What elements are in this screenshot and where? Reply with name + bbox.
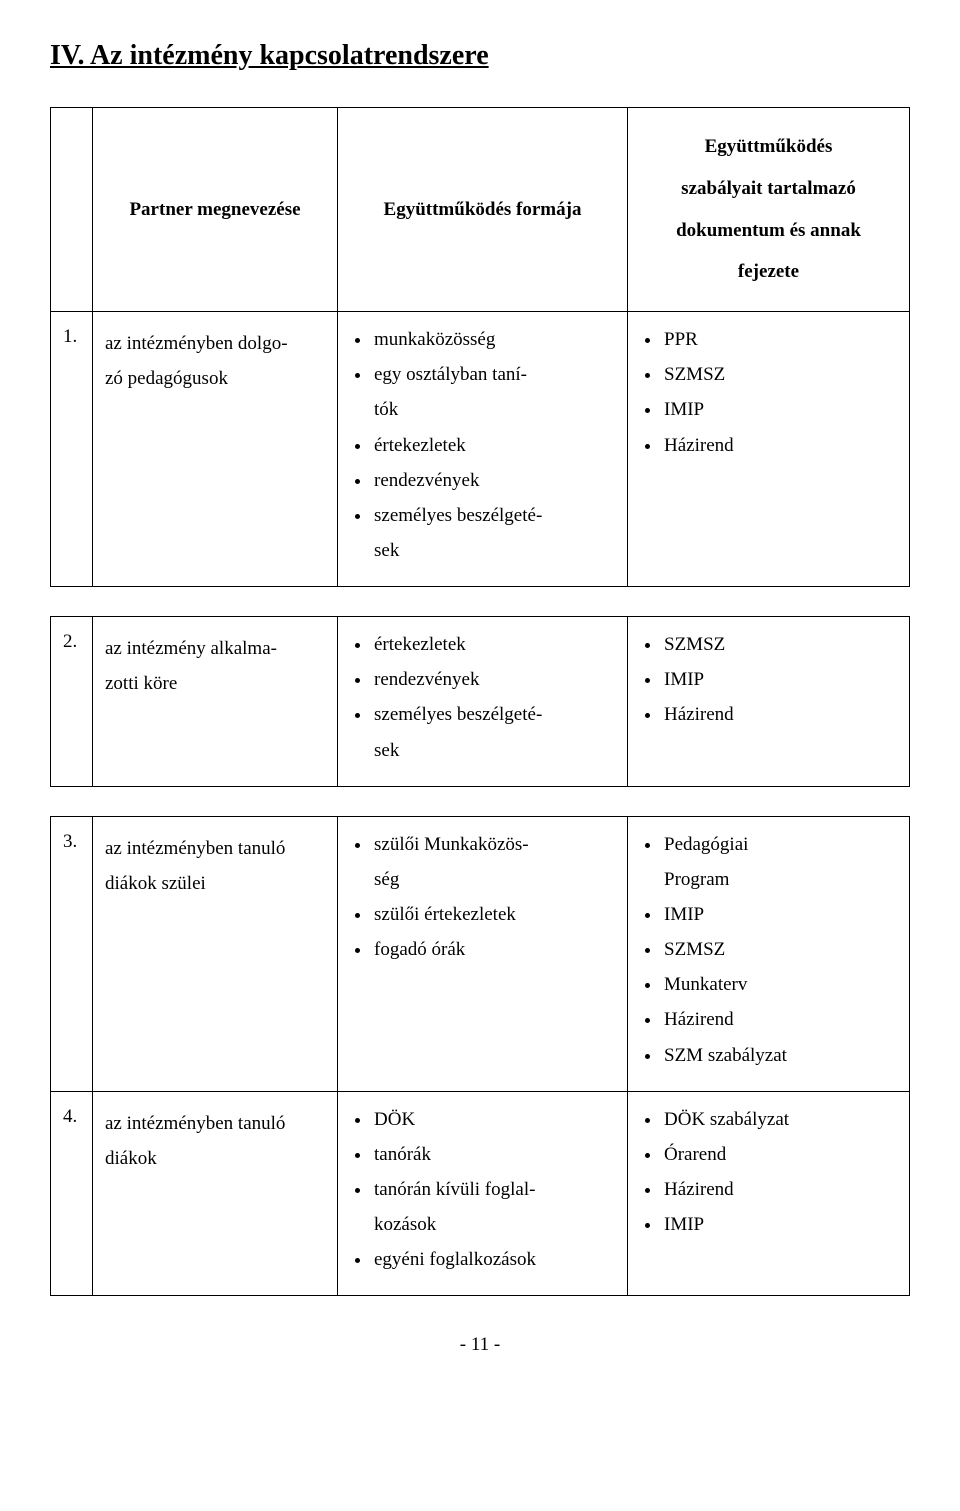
forms-cell: DÖKtanóráktanórán kívüli foglal-kozásoke…	[338, 1091, 628, 1296]
list-item: Házirend	[662, 428, 897, 463]
list-item: egy osztályban taní-tók	[372, 357, 615, 427]
relations-table: Partner megnevezéseEgyüttműködés formája…	[50, 107, 910, 1296]
table-header-row: Partner megnevezéseEgyüttműködés formája…	[51, 108, 910, 312]
header-cell-form: Együttműködés formája	[338, 108, 628, 312]
spacer-row	[51, 587, 910, 617]
partner-line: diákok szülei	[105, 873, 206, 894]
list-item: IMIP	[662, 392, 897, 427]
header-cell-partner: Partner megnevezése	[93, 108, 338, 312]
list-item: szülői Munkaközös-ség	[372, 827, 615, 897]
list-item: IMIP	[662, 1207, 897, 1242]
list-item: Munkaterv	[662, 967, 897, 1002]
spacer-row	[51, 786, 910, 816]
bullet-list: szülői Munkaközös-ségszülői értekezletek…	[350, 827, 615, 968]
row-number: 2.	[51, 617, 93, 787]
list-item: DÖK	[372, 1102, 615, 1137]
bullet-list: DÖK szabályzatÓrarendHázirendIMIP	[640, 1102, 897, 1243]
section-heading: IV. Az intézmény kapcsolatrendszere	[50, 40, 910, 72]
bullet-list: értekezletekrendezvényekszemélyes beszél…	[350, 627, 615, 768]
row-number: 1.	[51, 312, 93, 587]
partner-line: az intézmény alkalma-	[105, 638, 277, 659]
list-item: személyes beszélgeté-sek	[372, 498, 615, 568]
forms-cell: munkaközösségegy osztályban taní-tókérte…	[338, 312, 628, 587]
table-row: 2.az intézmény alkalma-zotti köreértekez…	[51, 617, 910, 787]
table-row: 3. az intézményben tanuló diákok szülei szü…	[51, 816, 910, 1091]
partner-line: az intézményben dolgo-	[105, 333, 288, 354]
bullet-list: SZMSZIMIPHázirend	[640, 627, 897, 732]
partner-cell: az intézményben tanuló diákok szülei	[93, 816, 338, 1091]
list-item: IMIP	[662, 662, 897, 697]
list-item-continuation: kozások	[374, 1214, 436, 1235]
header-doc-line2: szabályait tartalmazó	[681, 178, 856, 199]
table-row: 4. az intézményben tanuló diákok DÖKtanórák…	[51, 1091, 910, 1296]
bullet-list: PedagógiaiProgramIMIPSZMSZMunkatervHázir…	[640, 827, 897, 1073]
table-row: 1.az intézményben dolgo-zó pedagógusokmu…	[51, 312, 910, 587]
list-item: tanórán kívüli foglal-kozások	[372, 1172, 615, 1242]
list-item: személyes beszélgeté-sek	[372, 697, 615, 767]
list-item: SZMSZ	[662, 932, 897, 967]
docs-cell: SZMSZIMIPHázirend	[628, 617, 910, 787]
list-item-continuation: tók	[374, 399, 398, 420]
list-item: PedagógiaiProgram	[662, 827, 897, 897]
list-item: SZM szabályzat	[662, 1038, 897, 1073]
list-item: SZMSZ	[662, 627, 897, 662]
row-number: 3.	[51, 816, 93, 1091]
list-item: szülői értekezletek	[372, 897, 615, 932]
partner-cell: az intézmény alkalma-zotti köre	[93, 617, 338, 787]
list-item: SZMSZ	[662, 357, 897, 392]
list-item: Házirend	[662, 1002, 897, 1037]
list-item-continuation: sek	[374, 740, 399, 761]
forms-cell: értekezletekrendezvényekszemélyes beszél…	[338, 617, 628, 787]
header-cell-doc: Együttműködés szabályait tartalmazó dokume…	[628, 108, 910, 312]
list-item: rendezvények	[372, 662, 615, 697]
list-item: értekezletek	[372, 627, 615, 662]
list-item: rendezvények	[372, 463, 615, 498]
docs-cell: DÖK szabályzatÓrarendHázirendIMIP	[628, 1091, 910, 1296]
header-doc-line4: fejezete	[738, 261, 799, 282]
partner-cell: az intézményben tanuló diákok	[93, 1091, 338, 1296]
bullet-list: DÖKtanóráktanórán kívüli foglal-kozásoke…	[350, 1102, 615, 1278]
partner-cell: az intézményben dolgo-zó pedagógusok	[93, 312, 338, 587]
header-doc-line1: Együttműködés	[705, 136, 833, 157]
list-item: egyéni foglalkozások	[372, 1242, 615, 1277]
forms-cell: szülői Munkaközös-ségszülői értekezletek…	[338, 816, 628, 1091]
list-item: PPR	[662, 322, 897, 357]
header-doc-line3: dokumentum és annak	[676, 220, 861, 241]
docs-cell: PedagógiaiProgramIMIPSZMSZMunkatervHázir…	[628, 816, 910, 1091]
list-item: értekezletek	[372, 428, 615, 463]
partner-line: diákok	[105, 1148, 157, 1169]
list-item: IMIP	[662, 897, 897, 932]
row-number: 4.	[51, 1091, 93, 1296]
list-item-continuation: ség	[374, 869, 399, 890]
docs-cell: PPRSZMSZIMIPHázirend	[628, 312, 910, 587]
list-item: tanórák	[372, 1137, 615, 1172]
partner-line: az intézményben tanuló	[105, 1113, 285, 1134]
list-item-continuation: Program	[664, 869, 729, 890]
list-item: Órarend	[662, 1137, 897, 1172]
page-number: - 11 -	[50, 1334, 910, 1356]
list-item: Házirend	[662, 697, 897, 732]
bullet-list: munkaközösségegy osztályban taní-tókérte…	[350, 322, 615, 568]
partner-line: zotti köre	[105, 673, 177, 694]
list-item-continuation: sek	[374, 540, 399, 561]
header-cell-num	[51, 108, 93, 312]
list-item: Házirend	[662, 1172, 897, 1207]
list-item: fogadó órák	[372, 932, 615, 967]
partner-line: az intézményben tanuló	[105, 838, 285, 859]
partner-line: zó pedagógusok	[105, 368, 228, 389]
bullet-list: PPRSZMSZIMIPHázirend	[640, 322, 897, 463]
list-item: DÖK szabályzat	[662, 1102, 897, 1137]
list-item: munkaközösség	[372, 322, 615, 357]
